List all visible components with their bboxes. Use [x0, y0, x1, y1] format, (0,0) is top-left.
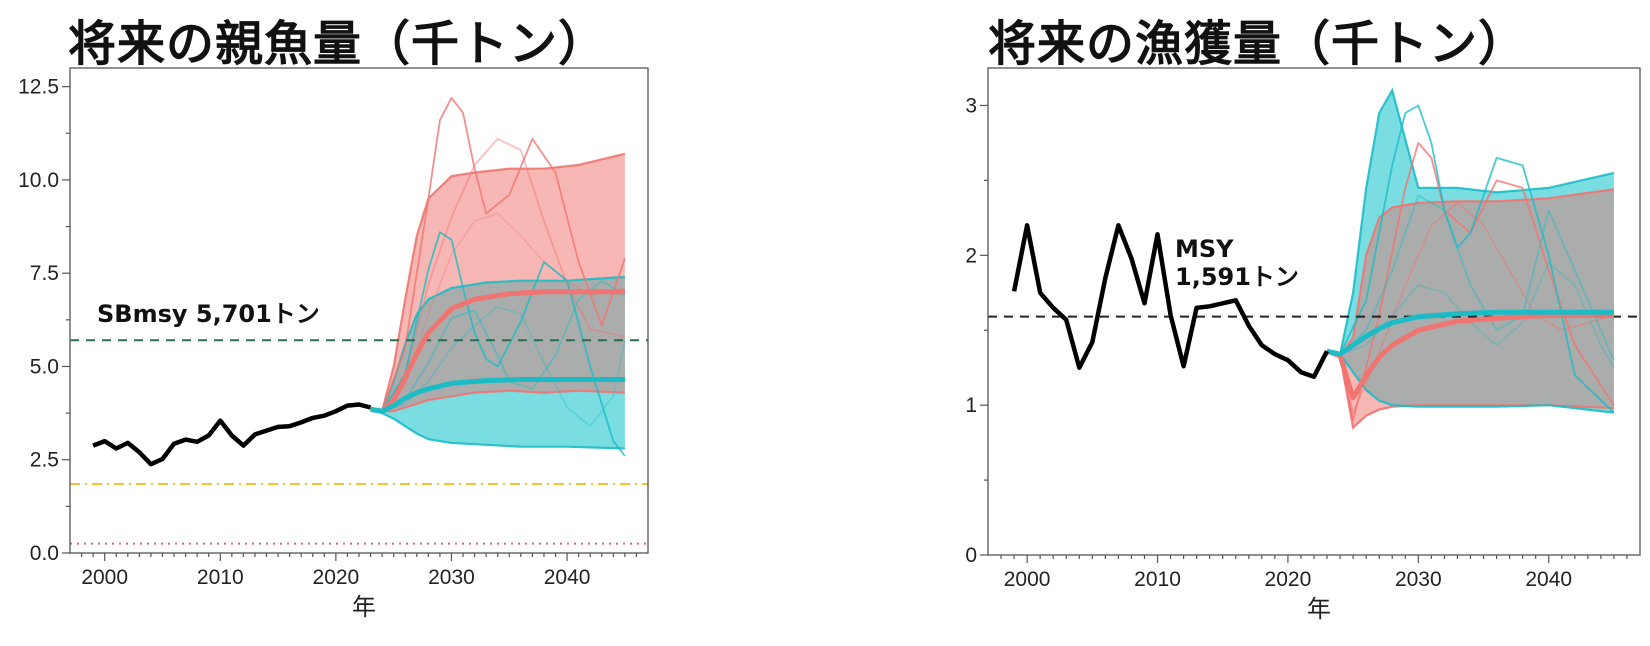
- median-line-scenario-b: [370, 377, 625, 414]
- trajectory-line: [1339, 104, 1615, 414]
- x-tick-label: 2030: [428, 566, 475, 589]
- x-axis-title: 年: [1307, 595, 1331, 623]
- historical-line: [1011, 223, 1330, 379]
- chart-title: 将来の親魚量（千トン）: [68, 16, 608, 72]
- trajectory-line: [1339, 194, 1615, 361]
- spawning-stock-chart-panel: 将来の親魚量（千トン） 2000 2010 2020 2030 2040 0.0 2.5 5.…: [0, 0, 660, 646]
- band-edge-line: [1326, 188, 1615, 358]
- y-tick-label: 5.0: [30, 355, 59, 378]
- y-tick-label: 2.5: [30, 449, 59, 472]
- historical-line: [92, 402, 372, 467]
- chart-title: 将来の漁獲量（千トン）: [988, 16, 1528, 72]
- y-tick-label: 7.5: [30, 262, 59, 285]
- y-tick-label: 0.0: [30, 542, 59, 565]
- spawning-stock-chart: 2000 2010 2020 2030 2040 0.0 2.5 5.0 7.5 10.0 12.5…: [18, 67, 649, 621]
- median-line-scenario-a: [1326, 312, 1614, 401]
- x-tick-label: 2040: [544, 566, 591, 589]
- trajectory-line: [381, 96, 626, 412]
- x-tick-label: 2020: [1265, 568, 1312, 591]
- band-edge-line: [370, 389, 625, 413]
- reference-line-label: SBmsy 5,701トン: [97, 300, 320, 328]
- trajectory-line: [381, 137, 626, 412]
- x-tick-label: 2020: [313, 566, 360, 589]
- median-line-scenario-a: [370, 289, 625, 414]
- band-overlap: [1327, 189, 1614, 409]
- x-tick-label: 2000: [1004, 568, 1051, 591]
- catch-chart: 2000 2010 2020 2030 2040 0 1 2 3 年 MSY 1,591トン: [965, 67, 1641, 623]
- band-edge-line: [370, 408, 625, 450]
- band-edge-line: [370, 152, 626, 413]
- y-tick-label: 12.5: [18, 76, 59, 99]
- trajectory-line: [381, 231, 626, 457]
- y-tick-label: 2: [965, 244, 977, 267]
- x-tick-label: 2030: [1395, 568, 1442, 591]
- y-tick-label: 0: [965, 544, 977, 567]
- y-tick-label: 3: [965, 94, 977, 117]
- x-axis-title: 年: [352, 593, 376, 621]
- x-tick-label: 2040: [1525, 568, 1572, 591]
- x-tick-label: 2000: [81, 566, 128, 589]
- band-edge-line: [1326, 350, 1615, 414]
- band-edge-line: [1326, 87, 1615, 356]
- y-tick-label: 1: [965, 394, 977, 417]
- reference-line-label: MSY 1,591トン: [1175, 235, 1299, 291]
- trajectory-line: [381, 279, 626, 413]
- trajectory-line: [1339, 261, 1615, 369]
- y-tick-label: 10.0: [18, 169, 59, 192]
- trajectory-line: [381, 212, 626, 412]
- trajectory-line: [381, 305, 626, 428]
- x-tick-label: 2010: [1134, 568, 1181, 591]
- x-tick-label: 2010: [197, 566, 244, 589]
- median-line-scenario-b: [1326, 309, 1614, 357]
- catch-chart-panel: 将来の漁獲量（千トン） 2000 2010 2020 2030 2040 0 1 2 3 年 MSY…: [920, 0, 1650, 646]
